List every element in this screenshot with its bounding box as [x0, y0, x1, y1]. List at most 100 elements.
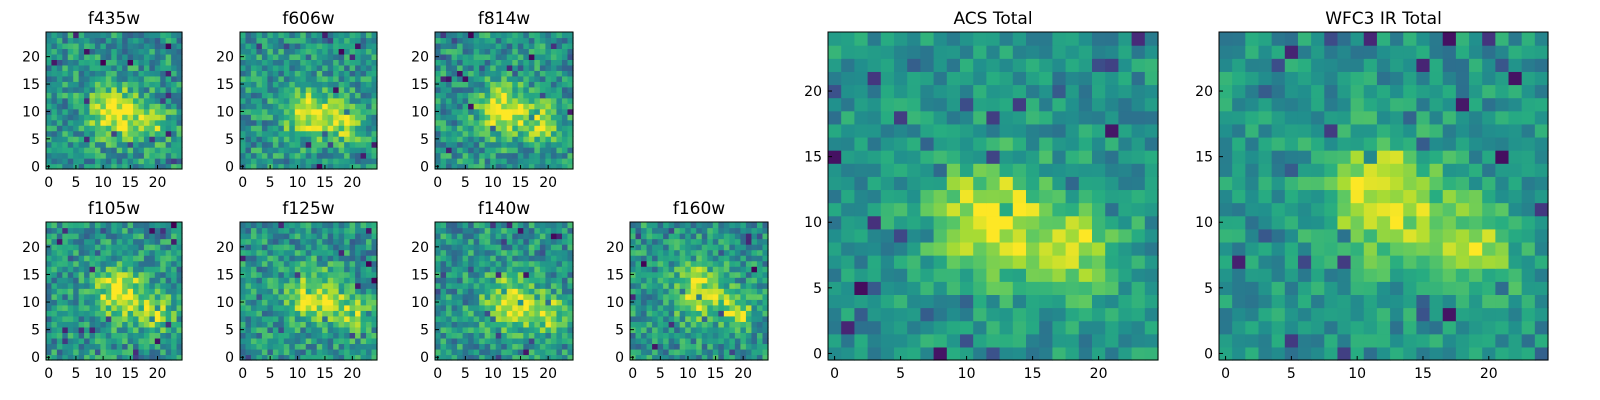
heatmap-cell	[305, 86, 312, 93]
heatmap-cell	[89, 249, 96, 256]
heatmap-cell	[371, 260, 378, 267]
heatmap-cell	[501, 222, 508, 229]
heatmap-cell	[94, 282, 101, 289]
heatmap-cell	[316, 315, 323, 322]
heatmap-cell	[73, 97, 80, 104]
heatmap-cell	[143, 337, 150, 345]
heatmap-cell	[78, 282, 85, 289]
heatmap-cell	[89, 141, 96, 148]
heatmap-cell	[56, 119, 63, 126]
heatmap-cell	[490, 70, 497, 77]
heatmap-cell	[484, 321, 491, 328]
heatmap-cell	[305, 152, 312, 159]
heatmap-cell	[250, 249, 258, 256]
heatmap-cell	[1039, 320, 1053, 335]
x-tick-label: 15	[707, 366, 725, 382]
heatmap-cell	[685, 271, 692, 278]
heatmap-cell	[479, 348, 486, 356]
heatmap-cell	[294, 255, 301, 262]
heatmap-cell	[479, 163, 486, 170]
heatmap-cell	[712, 326, 719, 333]
heatmap-cell	[690, 227, 697, 234]
x-tick-label: 5	[71, 366, 80, 382]
heatmap-cell	[100, 42, 107, 50]
heatmap-cell	[523, 86, 530, 93]
heatmap-cell	[561, 75, 569, 82]
heatmap-cell	[294, 86, 301, 93]
heatmap-cell	[278, 304, 285, 311]
heatmap-cell	[289, 271, 296, 278]
heatmap-cell	[250, 152, 258, 159]
heatmap-cell	[267, 141, 274, 148]
heatmap-cell	[338, 125, 345, 132]
heatmap-cell	[1012, 176, 1027, 191]
heatmap-cell	[355, 158, 362, 165]
heatmap-cell	[451, 354, 458, 361]
heatmap-cell	[446, 315, 453, 322]
heatmap-cell	[999, 228, 1014, 243]
heatmap-cell	[355, 244, 362, 251]
heatmap-cell	[561, 130, 569, 137]
heatmap-cell	[133, 354, 140, 361]
heatmap-cell	[154, 114, 161, 121]
heatmap-cell	[446, 108, 453, 115]
heatmap-cell	[46, 233, 53, 240]
heatmap-cell	[267, 332, 274, 339]
heatmap-cell	[907, 307, 921, 322]
heatmap-cell	[679, 304, 686, 311]
heatmap-cell	[468, 37, 475, 44]
heatmap-cell	[116, 260, 123, 267]
heatmap-cell	[567, 227, 574, 234]
heatmap-cell	[646, 255, 653, 262]
heatmap-cell	[1052, 346, 1067, 361]
heatmap-cell	[1131, 294, 1146, 309]
heatmap-cell	[657, 266, 664, 273]
heatmap-cell	[89, 53, 96, 60]
heatmap-cell	[143, 70, 150, 77]
heatmap-cell	[734, 343, 741, 350]
heatmap-cell	[561, 222, 569, 229]
heatmap-cell	[960, 333, 974, 348]
heatmap-cell	[1065, 346, 1080, 361]
heatmap-cell	[1144, 202, 1159, 217]
heatmap-cell	[545, 288, 552, 295]
heatmap-cell	[756, 222, 764, 229]
heatmap-cell	[484, 326, 491, 333]
heatmap-cell	[701, 315, 708, 322]
heatmap-cell	[149, 42, 156, 50]
heatmap-cell	[250, 141, 258, 148]
heatmap-cell	[712, 288, 719, 295]
heatmap-cell	[685, 348, 692, 356]
heatmap-cell	[696, 343, 703, 350]
heatmap-cell	[867, 123, 882, 138]
heatmap-cell	[679, 299, 686, 306]
heatmap-cell	[62, 108, 69, 115]
heatmap-cell	[322, 70, 329, 77]
heatmap-cell	[512, 255, 519, 262]
heatmap-cell	[446, 114, 453, 121]
heatmap-cell	[734, 348, 741, 356]
heatmap-cell	[457, 277, 464, 284]
heatmap-cell	[316, 310, 323, 317]
heatmap-cell	[349, 53, 356, 60]
heatmap-cell	[679, 288, 686, 295]
heatmap-cell	[999, 333, 1014, 348]
heatmap-cell	[250, 119, 258, 126]
heatmap-cell	[250, 130, 258, 137]
heatmap-cell	[245, 337, 252, 345]
heatmap-cell	[495, 152, 502, 159]
heatmap-cell	[550, 125, 558, 132]
heatmap-cell	[67, 271, 74, 278]
heatmap-cell	[1052, 189, 1067, 204]
heatmap-cell	[51, 42, 58, 50]
heatmap-cell	[440, 103, 447, 110]
heatmap-cell	[322, 310, 329, 317]
heatmap-cell	[867, 241, 882, 256]
x-tick-label: 0	[433, 175, 442, 191]
heatmap-cell	[561, 53, 569, 60]
heatmap-cell	[138, 326, 145, 333]
heatmap-cell	[78, 53, 85, 60]
heatmap-cell	[517, 244, 524, 251]
heatmap-cell	[171, 92, 178, 99]
heatmap-cell	[1092, 346, 1106, 361]
